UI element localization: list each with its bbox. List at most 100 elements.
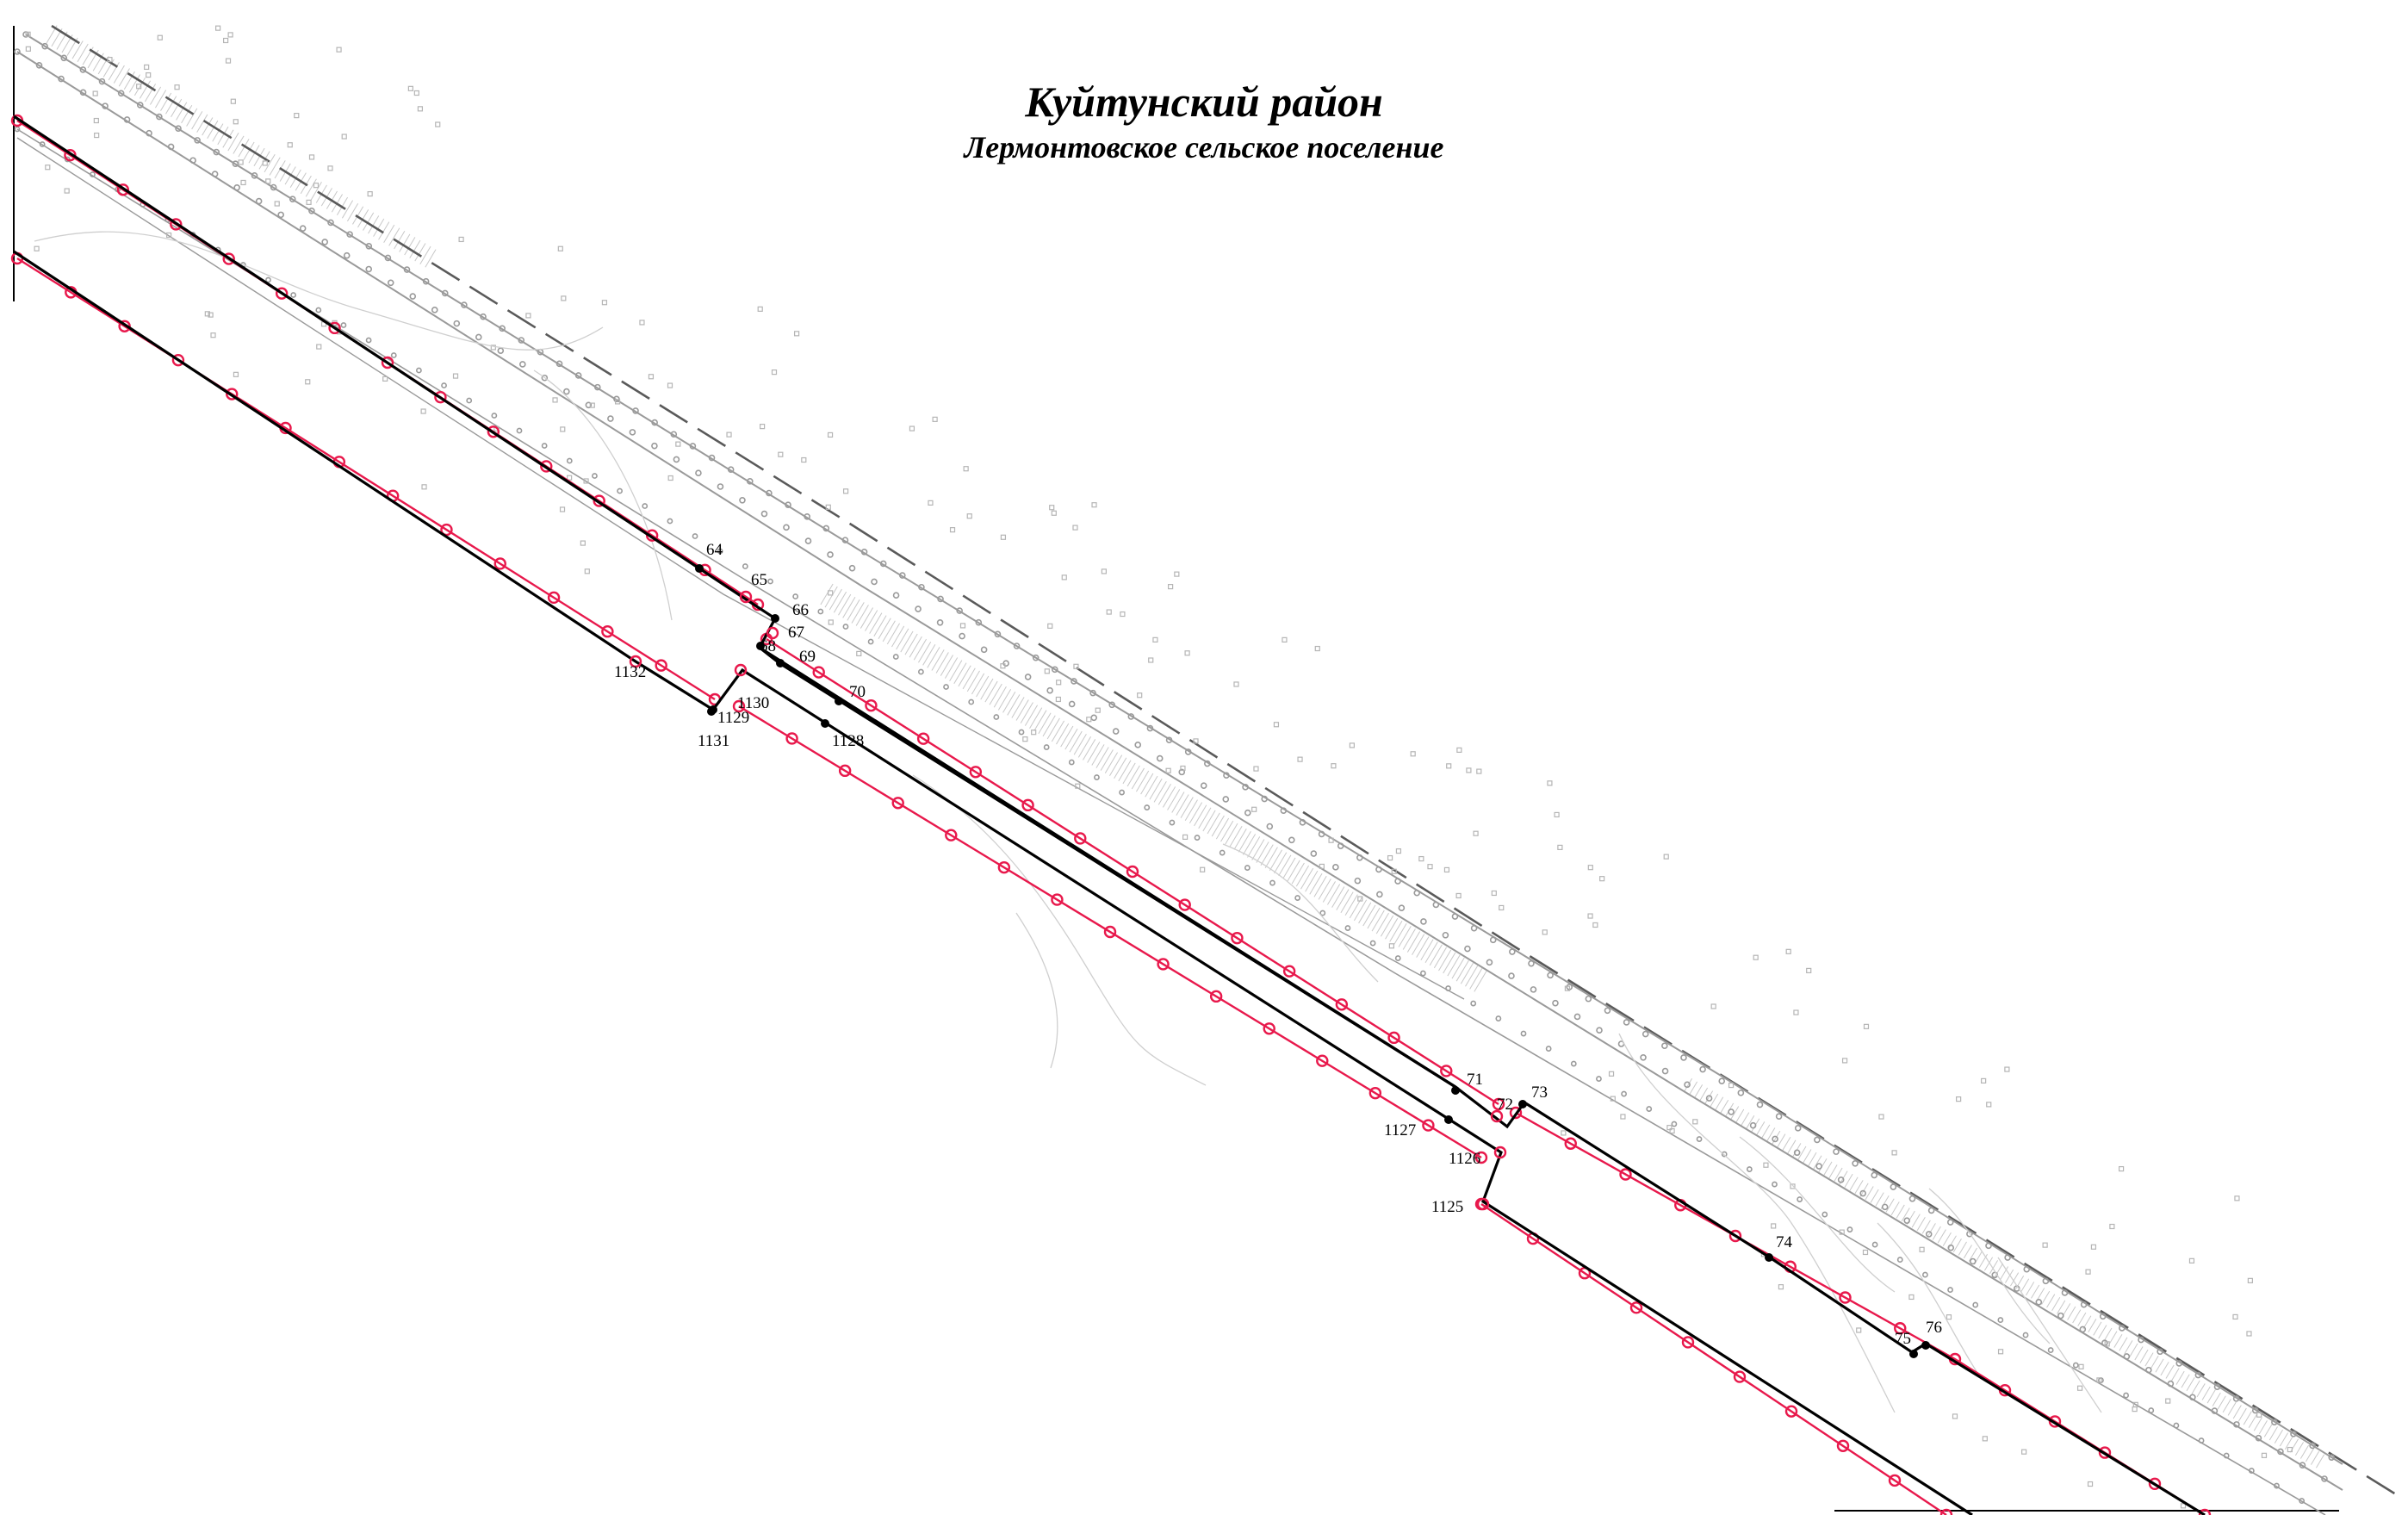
hatch-stroke <box>71 40 84 59</box>
contour-line <box>1015 912 1058 1069</box>
hatch-stroke <box>2170 1368 2180 1382</box>
hatch-stroke <box>2155 1358 2164 1373</box>
terrain-symbol <box>1297 756 1303 762</box>
vertex-label-66: 66 <box>792 601 809 619</box>
hatch-stroke <box>1932 1226 1941 1240</box>
road-dot <box>968 699 975 705</box>
hatch-stroke <box>1715 1096 1724 1111</box>
terrain-symbol <box>1073 663 1079 669</box>
terrain-symbol <box>667 382 673 388</box>
road-dot <box>742 563 748 569</box>
hatch-stroke <box>1746 1115 1755 1129</box>
red-line-marker <box>118 320 131 332</box>
terrain-symbol <box>1182 834 1188 840</box>
red-line-marker <box>1681 1336 1695 1349</box>
road-dot <box>1947 1287 1953 1293</box>
road-dot <box>290 292 297 298</box>
hatch-stroke <box>1104 752 1118 773</box>
road-dot <box>233 184 240 191</box>
terrain-symbol <box>1790 1183 1796 1189</box>
road-dot <box>194 137 201 144</box>
hatch-stroke <box>838 593 852 616</box>
terrain-symbol <box>94 132 100 139</box>
hatch-stroke <box>1024 705 1039 726</box>
hatch-stroke <box>310 182 322 201</box>
terrain-symbol <box>64 188 70 194</box>
terrain-symbol <box>1669 1127 1675 1134</box>
terrain-symbol <box>1620 1114 1626 1120</box>
road-dot <box>1144 804 1151 810</box>
road-dot <box>346 231 353 238</box>
vertex-marker-69 <box>776 659 785 667</box>
hatch-stroke <box>248 145 260 164</box>
road-dot <box>365 242 373 250</box>
road-dot <box>613 395 620 403</box>
terrain-symbol <box>316 344 322 350</box>
hatch-stroke <box>1451 957 1465 979</box>
hatch-stroke <box>1901 1208 1910 1222</box>
hatch-stroke <box>388 227 400 246</box>
terrain-symbol <box>1547 780 1553 786</box>
terrain-symbol <box>417 106 424 112</box>
road-dot <box>574 372 582 379</box>
terrain-symbol <box>265 178 271 184</box>
red-line-marker <box>969 766 983 779</box>
hatch-stroke <box>1251 839 1265 860</box>
road-dot <box>1394 878 1401 885</box>
terrain-symbol <box>760 424 766 430</box>
hatch-stroke <box>186 108 198 127</box>
road-edge-lower-2 <box>16 137 1465 1000</box>
road-dot <box>975 618 983 626</box>
hatch-stroke <box>227 133 239 152</box>
hatch-stroke <box>2108 1331 2118 1345</box>
hatch-stroke <box>1211 815 1225 837</box>
hatch-stroke <box>144 84 157 102</box>
hatch-stroke <box>1447 954 1461 977</box>
hatch-stroke <box>113 65 125 84</box>
hatch-stroke <box>1336 889 1350 910</box>
road-edge-middle <box>16 51 2343 1491</box>
contour-line <box>1739 1136 1896 1293</box>
terrain-symbol <box>204 311 210 317</box>
road-dot <box>804 537 812 544</box>
road-dot <box>1871 1241 1878 1248</box>
terrain-symbol <box>1863 1023 1870 1029</box>
terrain-symbol <box>144 64 150 71</box>
vertex-label-1132: 1132 <box>614 663 646 681</box>
road-dot <box>1570 1060 1577 1067</box>
hatch-stroke <box>2134 1346 2144 1361</box>
hatch-stroke <box>1162 786 1176 808</box>
hatch-stroke <box>176 102 188 121</box>
hatch-stroke <box>118 68 130 87</box>
hatch-stroke <box>1118 760 1132 782</box>
road-dot <box>651 442 658 450</box>
vertex-marker-74 <box>1765 1253 1773 1262</box>
terrain-symbol <box>1841 1058 1848 1064</box>
road-dot <box>2004 1254 2011 1261</box>
road-dot <box>2123 1392 2129 1399</box>
hatch-stroke <box>357 209 369 228</box>
terrain-symbol <box>856 650 862 656</box>
hatch-stroke <box>2067 1306 2076 1320</box>
hatch-stroke <box>2279 1432 2288 1447</box>
hatch-stroke <box>980 678 994 700</box>
road-dot <box>673 456 680 463</box>
vertex-label-68: 68 <box>760 637 776 655</box>
hatch-stroke <box>347 202 359 222</box>
terrain-symbol <box>1610 1096 1616 1102</box>
road-dot <box>670 431 678 438</box>
terrain-symbol <box>1785 948 1791 954</box>
terrain-symbol <box>1856 1327 1862 1333</box>
road-dot <box>766 489 773 497</box>
hatch-stroke <box>1353 899 1368 922</box>
terrain-symbol <box>1174 571 1180 577</box>
hatch-stroke <box>363 212 375 231</box>
hatch-stroke <box>1264 847 1278 868</box>
red-line-marker <box>540 460 553 473</box>
terrain-symbol <box>1446 763 1452 769</box>
terrain-symbol <box>584 568 590 574</box>
hatch-stroke <box>931 649 945 671</box>
road-dot <box>1749 1121 1757 1129</box>
terrain-symbol <box>1427 864 1433 870</box>
terrain-symbol <box>45 165 51 171</box>
